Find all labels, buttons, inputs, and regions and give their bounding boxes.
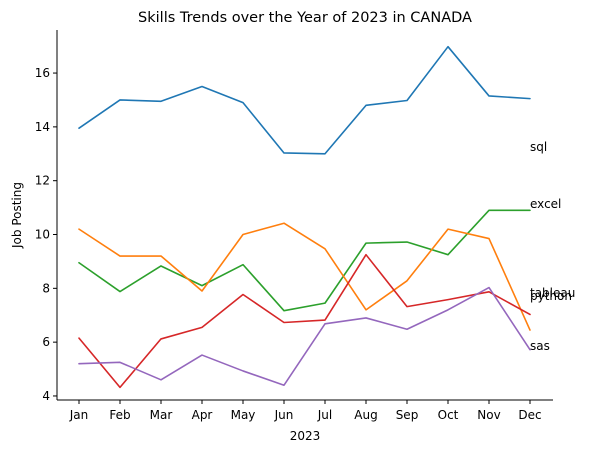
- line-label-tableau: tableau: [530, 286, 575, 300]
- series-line-tableau: [78, 222, 531, 331]
- x-tick-label: Jul: [317, 408, 332, 422]
- x-tick-label: Nov: [477, 408, 500, 422]
- y-tick-label: 6: [42, 335, 50, 349]
- y-tick-label: 16: [35, 66, 50, 80]
- series-line-excel: [78, 209, 531, 312]
- x-axis-label: 2023: [290, 429, 321, 443]
- plot-area: 4 6 8 10 12 14 16 Jan Feb Mar Apr May Jun Jul Aug Sep Oc…: [35, 30, 575, 422]
- y-tick-label: 4: [42, 389, 50, 403]
- chart-title: Skills Trends over the Year of 2023 in C…: [138, 10, 472, 26]
- x-tick-label: Jan: [69, 408, 89, 422]
- y-tick-label: 8: [42, 281, 50, 295]
- x-tick-label: Jun: [274, 408, 294, 422]
- x-tick-label: Mar: [150, 408, 173, 422]
- line-label-python: python: [530, 289, 572, 303]
- x-tick-label: Feb: [109, 408, 130, 422]
- line-label-sql: sql: [530, 140, 547, 154]
- y-axis-label: Job Posting: [10, 182, 24, 249]
- x-tick-label: May: [231, 408, 256, 422]
- x-tick-label: Dec: [518, 408, 541, 422]
- x-tick-label: Sep: [396, 408, 419, 422]
- series-line-python: [78, 253, 531, 389]
- x-tick-label: Oct: [438, 408, 459, 422]
- line-label-sas: sas: [530, 339, 550, 353]
- y-tick-label: 14: [35, 120, 50, 134]
- series-line-sql: [78, 45, 531, 155]
- y-tick-label: 10: [35, 228, 50, 242]
- line-label-excel: excel: [530, 197, 561, 211]
- x-tick-label: Aug: [354, 408, 377, 422]
- x-tick-label: Apr: [192, 408, 213, 422]
- y-tick-label: 12: [35, 174, 50, 188]
- series-line-sas: [78, 286, 531, 387]
